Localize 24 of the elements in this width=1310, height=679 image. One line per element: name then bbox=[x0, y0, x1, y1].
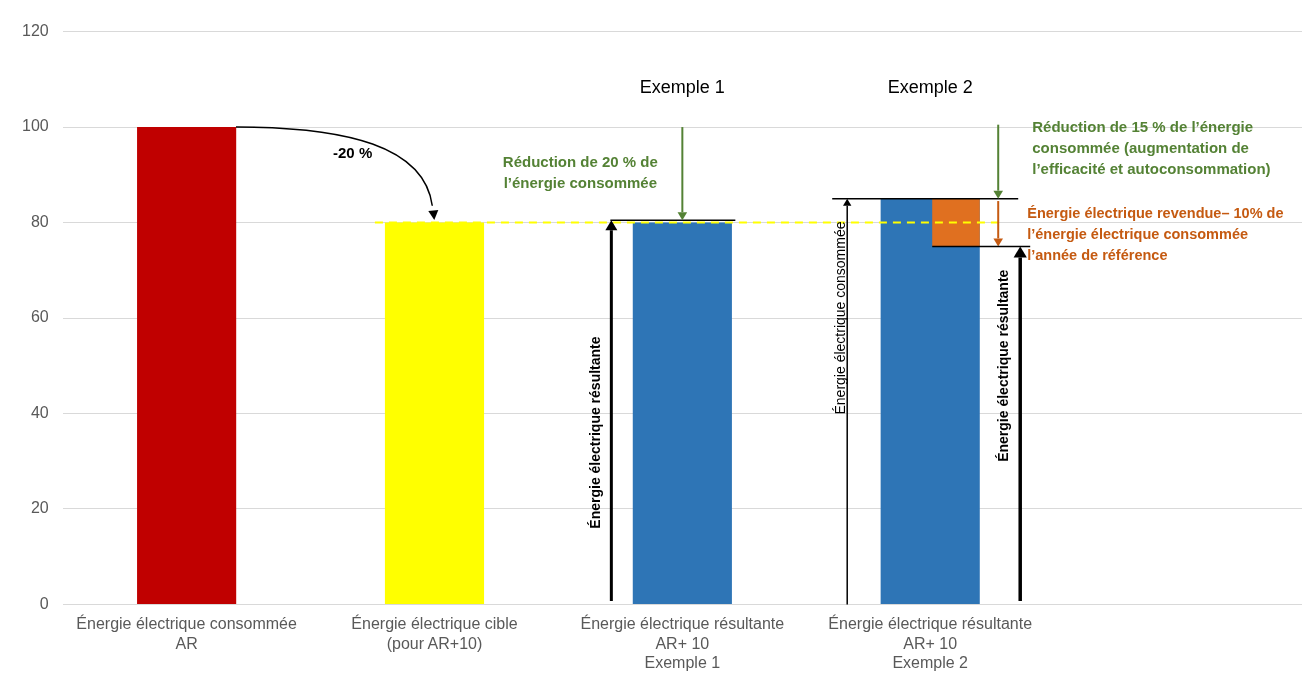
annotation: -20 % bbox=[333, 143, 373, 161]
x-tick-label: Énergie électrique cible (pour AR+10) bbox=[351, 614, 518, 652]
y-tick-label: 20 bbox=[30, 499, 49, 517]
annotation: Exemple 1 bbox=[639, 77, 725, 98]
bar bbox=[137, 127, 237, 604]
annotation: Exemple 2 bbox=[887, 77, 973, 98]
annotation: Énergie électrique revendue– 10% de l’énergie électrique consommée l’année de référence bbox=[1027, 205, 1284, 264]
y-tick-label: 80 bbox=[30, 212, 49, 230]
bar bbox=[880, 198, 980, 604]
y-tick-label: 60 bbox=[30, 308, 49, 326]
y-tick-label: 120 bbox=[21, 22, 49, 40]
annotation: Réduction de 20 % de l’énergie consommée bbox=[502, 153, 658, 192]
y-tick-label: 40 bbox=[30, 403, 49, 421]
x-tick-label: Énergie électrique résultante AR+ 10 Exemple 2 bbox=[828, 614, 1033, 671]
bar bbox=[932, 198, 980, 247]
y-tick-label: 0 bbox=[39, 594, 49, 612]
annotation: Réduction de 15 % de l’énergie consommée (augmentation de l’efficacité et autoconsommation) bbox=[1032, 117, 1271, 177]
annotation: Énergie électrique résultante bbox=[587, 336, 604, 529]
y-tick-label: 100 bbox=[21, 117, 49, 135]
x-tick-label: Énergie électrique consommée AR bbox=[76, 614, 298, 652]
annotation: Énergie électrique résultante bbox=[995, 269, 1012, 462]
bar bbox=[632, 222, 732, 604]
x-tick-label: Énergie électrique résultante AR+ 10 Exemple 1 bbox=[580, 614, 785, 671]
annotation: Énergie électrique consommée bbox=[832, 221, 849, 415]
